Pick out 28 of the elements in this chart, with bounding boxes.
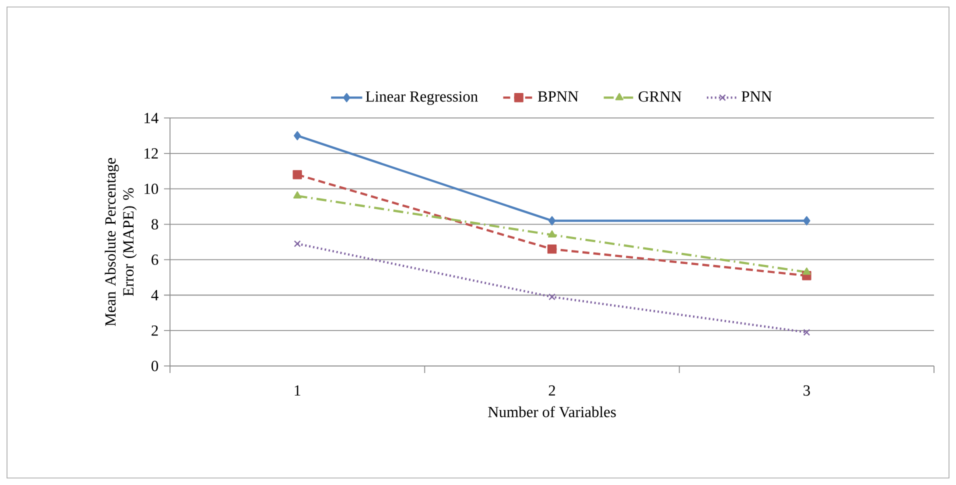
point	[548, 230, 556, 238]
point	[547, 244, 557, 254]
point	[294, 240, 301, 248]
y-tick-label: 14	[144, 112, 158, 124]
point	[548, 293, 556, 300]
legend-label: Linear Regression	[366, 91, 478, 105]
y-tick-label: 4	[151, 290, 158, 300]
x-tick-label: 3	[804, 385, 810, 396]
point	[802, 268, 811, 275]
point	[294, 131, 301, 140]
point	[548, 216, 556, 226]
y-tick-label: 12	[144, 148, 158, 159]
y-tick-label: 2	[152, 325, 158, 336]
legend-label: BPNN	[538, 91, 578, 102]
legend-label: PNN	[742, 91, 772, 102]
legend-label: GRNN	[638, 91, 682, 102]
x-tick-label: 1	[294, 385, 300, 396]
point	[292, 170, 302, 180]
y-tick-label: 8	[152, 219, 158, 230]
y-tick-label: 6	[152, 254, 158, 265]
y-tick-label: 10	[144, 184, 158, 194]
y-axis-title: Mean Absolute Percentage Error (MAPE) %	[104, 158, 137, 326]
point	[293, 191, 302, 199]
x-tick-label: 2	[548, 385, 556, 396]
point	[803, 328, 810, 336]
y-tick-label: 0	[152, 360, 158, 372]
point	[803, 216, 810, 226]
x-axis-title: Number of Variables	[488, 406, 616, 418]
